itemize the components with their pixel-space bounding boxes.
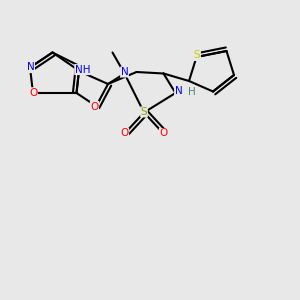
Text: O: O [159,128,168,139]
Text: N: N [26,62,34,73]
Text: O: O [120,128,129,139]
Text: O: O [29,88,37,98]
Text: NH: NH [75,64,90,75]
Text: N: N [121,67,128,77]
Text: N: N [27,62,34,73]
Text: H: H [188,87,196,98]
Text: S: S [141,107,147,117]
Text: O: O [90,101,99,112]
Text: N: N [175,86,182,97]
Text: S: S [194,50,200,61]
Text: O: O [29,88,37,98]
